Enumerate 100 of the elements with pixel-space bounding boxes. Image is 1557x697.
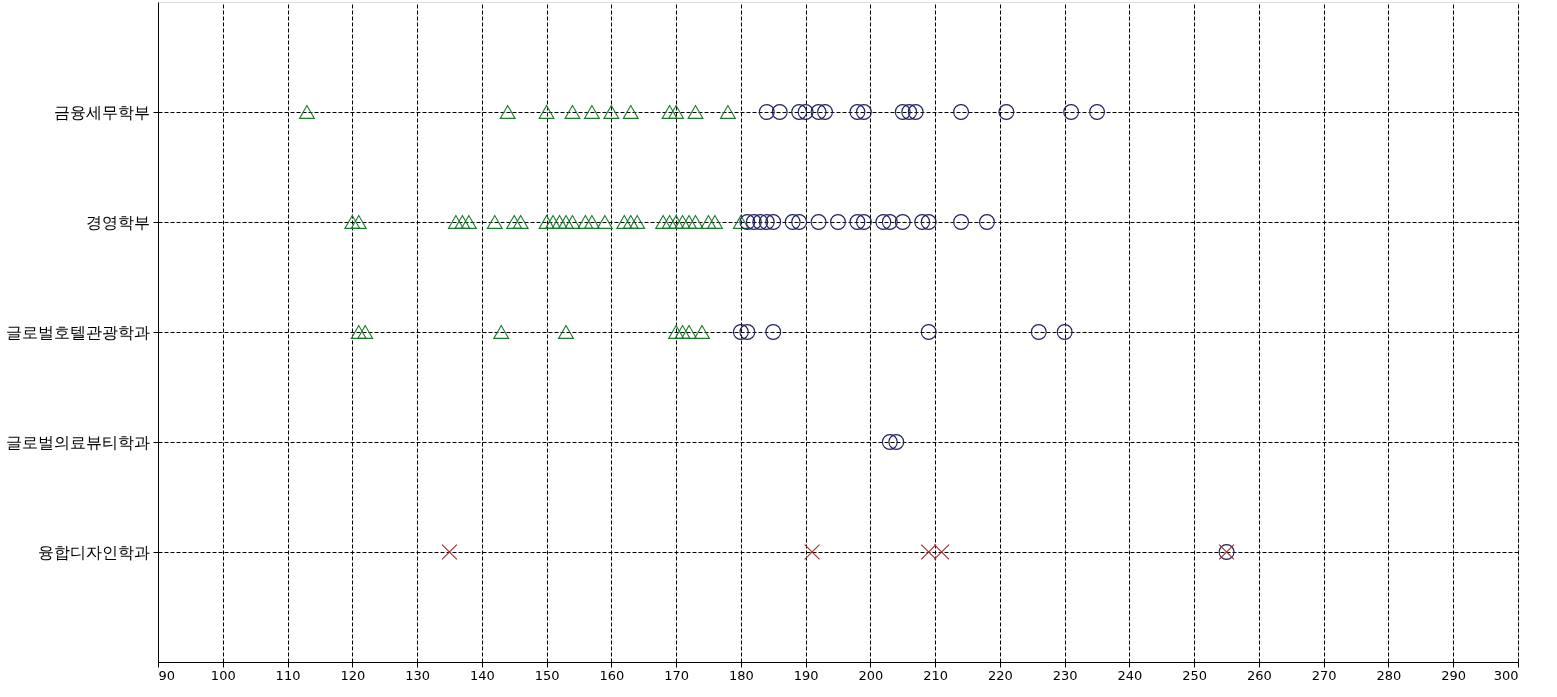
x-tick-label: 270 [1311,667,1337,683]
point [357,325,374,339]
point [765,324,782,340]
point [506,215,523,229]
point [953,104,970,120]
y-tick-label: 글로벌의료뷰티학과 [5,432,150,452]
point [875,214,892,230]
point [1030,324,1047,340]
x-tick-label: 140 [469,667,495,683]
x-tick-label: 160 [599,667,625,683]
x-tick-label: 290 [1441,667,1467,683]
point [998,104,1015,120]
x-tick-label: 280 [1376,667,1402,683]
point [784,214,801,230]
point [907,104,924,120]
x-tick-label: 190 [793,667,819,683]
point [545,215,562,229]
point [577,215,594,229]
point [538,105,555,119]
point [668,105,685,119]
point [1063,104,1080,120]
point [344,215,361,229]
point [668,215,685,229]
point [849,214,866,230]
point [797,104,814,120]
point [687,215,704,229]
y-tick-label: 글로벌호텔관광학과 [5,322,150,342]
point [681,215,698,229]
x-tick-label: 250 [1182,667,1208,683]
point [661,215,678,229]
point [622,215,639,229]
point [668,325,685,339]
point [551,215,568,229]
x-tick-label: 240 [1117,667,1143,683]
point [298,105,315,119]
point [849,104,866,120]
x-tick-label: 120 [340,667,366,683]
point [512,215,529,229]
point [350,325,367,339]
point [810,214,827,230]
x-tick-label: 110 [275,667,301,683]
x-tick-label: 300 [1493,667,1519,683]
point [661,105,678,119]
x-tick-label: 210 [923,667,949,683]
x-tick-label: 180 [728,667,754,683]
point [454,215,471,229]
point [616,215,633,229]
point [732,324,749,340]
point [460,215,477,229]
point [758,104,775,120]
point [881,214,898,230]
point [655,215,672,229]
x-tick-label: 170 [664,667,690,683]
point [603,105,620,119]
point [564,215,581,229]
point [687,105,704,119]
point [1056,324,1073,340]
point [920,324,937,340]
point [855,104,872,120]
x-tick-label: 200 [858,667,884,683]
point [791,214,808,230]
point [622,105,639,119]
y-tick-label: 경영학부 [85,212,150,232]
point [493,325,510,339]
point [771,104,788,120]
point [558,325,574,339]
point [629,215,646,229]
point [920,214,937,230]
point [583,105,600,119]
x-tick-label: 260 [1247,667,1272,683]
x-tick-label: 230 [1052,667,1078,683]
point [765,214,782,230]
x-tick-label: 90 [158,667,176,683]
y-tick-label: 융합디자인학과 [37,542,150,562]
point [538,215,555,229]
point [758,214,775,230]
y-tick-label: 금융세무학부 [53,102,150,122]
point [441,544,458,560]
point [674,215,691,229]
point [894,214,911,230]
point [978,214,995,230]
point [739,214,756,230]
point [674,325,691,339]
point [558,215,574,229]
point [817,104,834,120]
point [447,215,464,229]
point [564,105,581,119]
point [888,434,905,450]
point [700,215,717,229]
point [752,214,769,230]
point [732,215,749,229]
point [499,105,516,119]
point [706,215,723,229]
point [350,215,367,229]
point [901,104,918,120]
point [881,434,898,450]
x-tick-label: 220 [987,667,1013,683]
point [1089,104,1106,120]
point [719,105,736,119]
point [914,214,931,230]
